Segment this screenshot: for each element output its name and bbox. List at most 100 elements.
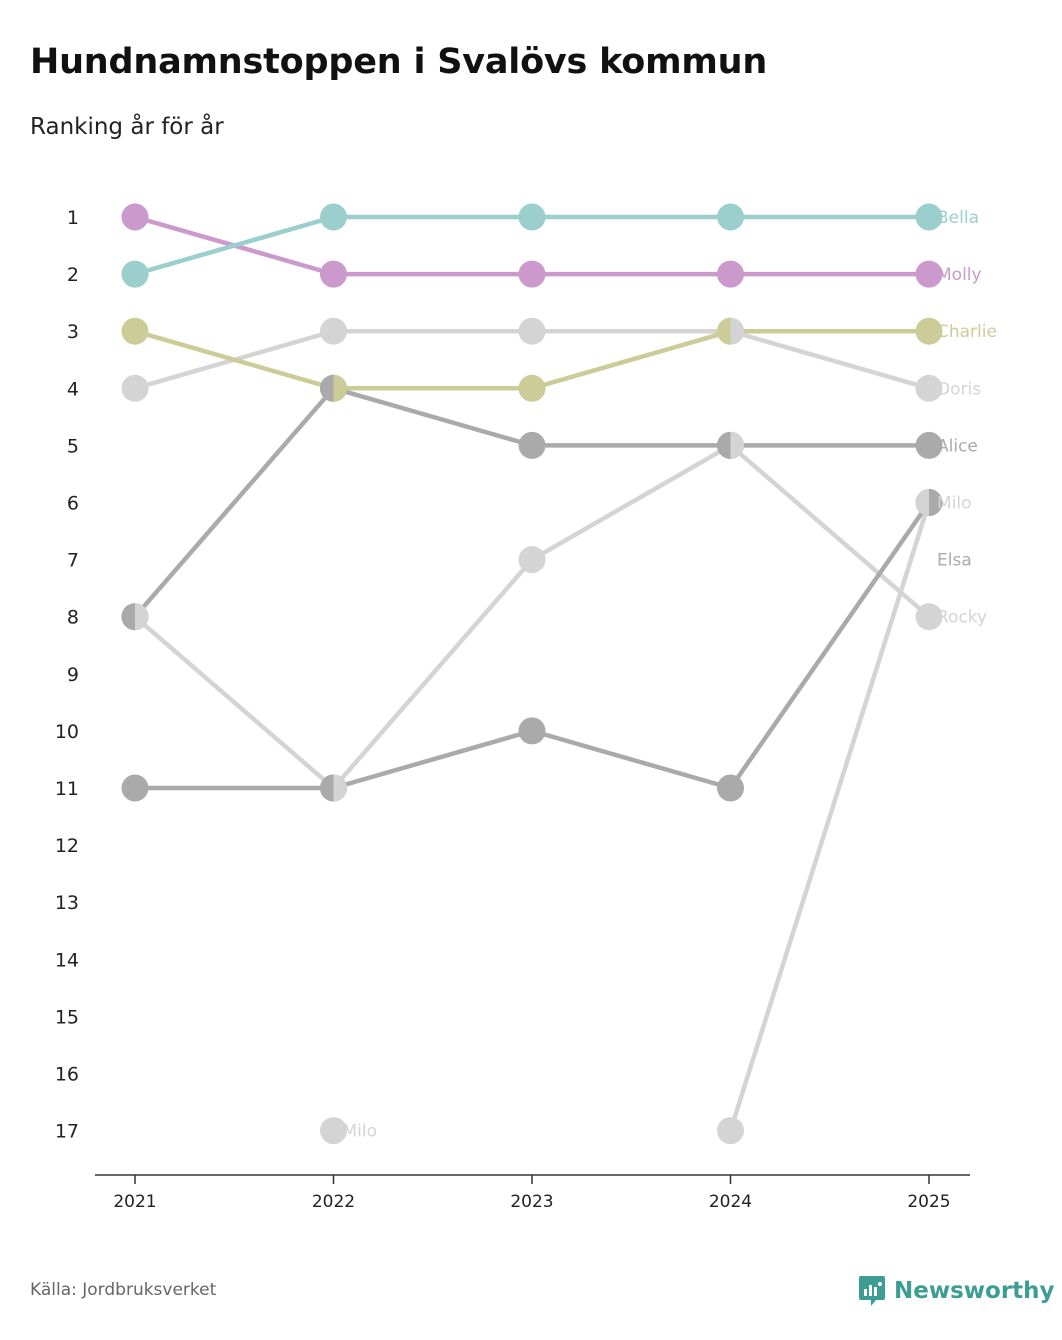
data-point-molly (121, 203, 149, 231)
series-line-rocky (331, 557, 535, 791)
series-points (121, 203, 943, 1145)
point-half-right (730, 317, 744, 345)
point-half-left (320, 774, 334, 802)
data-point-charlie (915, 317, 943, 345)
shared-point-alice-charlie (320, 374, 347, 402)
series-line-alice (132, 386, 336, 619)
series-line-rocky (728, 443, 932, 619)
y-tick-label: 11 (55, 778, 79, 800)
series-line-elsa (331, 728, 535, 791)
y-tick-label: 5 (67, 435, 79, 457)
inline-label-milo: Milo (343, 1122, 378, 1142)
brand-name: Newsworthy (894, 1278, 1055, 1304)
chart-title: Hundnamnstoppen i Svalövs kommun (30, 42, 768, 82)
end-label-molly: Molly (937, 265, 982, 285)
data-point-elsa (717, 774, 744, 802)
point-half-left (717, 431, 731, 459)
data-point-doris (121, 374, 149, 402)
end-label-rocky: Rocky (937, 608, 987, 628)
y-tick-label: 2 (67, 264, 79, 286)
y-tick-label: 12 (55, 835, 79, 857)
shared-point-elsa-rocky (320, 774, 347, 802)
newsworthy-logo-icon (859, 1276, 885, 1306)
data-point-bella (121, 260, 149, 288)
series-line-charlie (529, 328, 733, 391)
data-point-bella (717, 203, 744, 231)
end-label-milo: Milo (937, 494, 972, 514)
data-point-doris (518, 317, 546, 345)
x-tick-label: 2023 (510, 1192, 553, 1212)
point-half-right (333, 374, 347, 402)
y-tick-label: 16 (55, 1064, 79, 1086)
shared-point-charlie-doris (717, 317, 744, 345)
series-line-rocky (529, 443, 733, 562)
data-point-bella (915, 203, 943, 231)
x-tick-label: 2025 (907, 1192, 950, 1212)
x-tick-label: 2024 (709, 1192, 752, 1212)
end-label-bella: Bella (937, 208, 979, 228)
point-half-right (333, 774, 347, 802)
y-tick-label: 10 (55, 721, 79, 743)
data-point-molly (717, 260, 744, 288)
y-tick-label: 1 (67, 207, 79, 229)
y-tick-label: 7 (67, 550, 79, 572)
data-point-milo (717, 1117, 744, 1145)
data-point-doris (915, 374, 943, 402)
series-line-elsa (728, 500, 932, 791)
x-tick-label: 2021 (113, 1192, 156, 1212)
series-line-milo (728, 500, 932, 1133)
y-tick-label: 15 (55, 1006, 79, 1028)
y-tick-label: 17 (55, 1121, 79, 1143)
shared-point-alice-rocky-2024 (717, 431, 744, 459)
y-tick-label: 4 (67, 378, 79, 400)
data-point-alice (518, 431, 546, 459)
data-point-bella (320, 203, 347, 231)
y-tick-label: 13 (55, 892, 79, 914)
series-line-elsa (529, 728, 733, 791)
series-line-charlie (132, 328, 336, 391)
x-tick-label: 2022 (312, 1192, 355, 1212)
data-point-charlie (121, 317, 149, 345)
data-point-alice (915, 431, 943, 459)
end-label-elsa: Elsa (937, 551, 972, 571)
series-lines (132, 214, 932, 1133)
data-point-molly (518, 260, 546, 288)
data-point-rocky (915, 603, 943, 631)
data-point-milo (320, 1117, 347, 1145)
data-point-molly (915, 260, 943, 288)
series-line-bella (132, 214, 336, 277)
series-labels: Bella Molly Charlie Doris Alice Milo Elsa Rocky… (343, 208, 997, 1142)
source-note: Källa: Jordbruksverket (30, 1280, 217, 1300)
data-point-rocky (518, 546, 546, 574)
y-tick-label: 14 (55, 949, 79, 971)
shared-point-alice-rocky (121, 603, 149, 631)
point-half-right (135, 603, 149, 631)
point-half-right (730, 431, 744, 459)
data-point-bella (518, 203, 546, 231)
y-tick-label: 3 (67, 321, 79, 343)
data-point-charlie (518, 374, 546, 402)
point-half-left (915, 489, 929, 516)
data-point-elsa (121, 774, 149, 802)
series-line-rocky (132, 614, 336, 791)
brand[interactable]: Newsworthy (858, 1274, 1055, 1308)
point-half-left (320, 374, 334, 402)
end-label-charlie: Charlie (937, 322, 997, 342)
data-point-molly (320, 260, 347, 288)
chart-subtitle: Ranking år för år (30, 114, 224, 140)
y-tick-label: 8 (67, 607, 79, 629)
y-tick-label: 6 (67, 493, 79, 515)
point-half-right (929, 489, 943, 516)
series-line-alice (331, 386, 535, 448)
y-tick-label: 9 (67, 664, 79, 686)
series-line-doris (728, 328, 932, 391)
shared-point-milo-elsa (915, 489, 943, 516)
end-label-doris: Doris (937, 379, 981, 399)
end-label-alice: Alice (937, 436, 978, 456)
data-point-elsa (518, 717, 546, 745)
data-point-doris (320, 317, 347, 345)
point-half-left (121, 603, 135, 631)
point-half-left (717, 317, 731, 345)
